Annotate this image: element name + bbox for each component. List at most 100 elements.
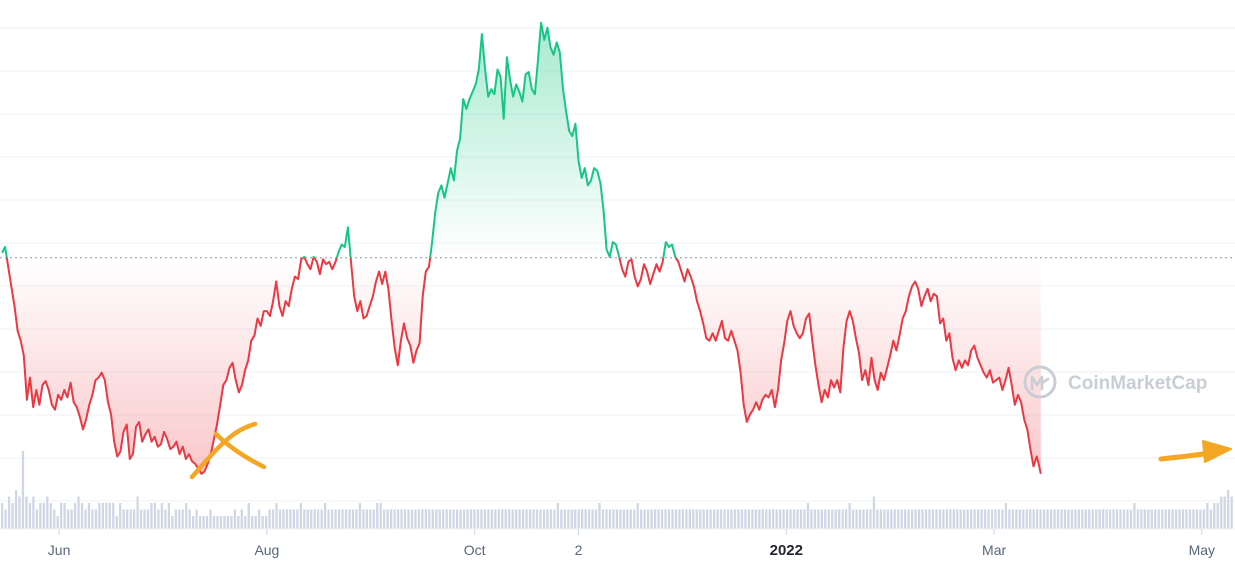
volume-bar	[758, 509, 761, 529]
volume-bar	[1147, 509, 1150, 529]
volume-bar	[39, 503, 42, 529]
volume-bar	[657, 509, 660, 529]
volume-bar	[928, 509, 931, 529]
volume-bar	[914, 509, 917, 529]
x-mark-icon	[189, 421, 258, 480]
volume-bar	[310, 509, 313, 529]
volume-bar	[56, 516, 59, 529]
volume-bar	[324, 503, 327, 529]
x-axis-tick-label: 2	[575, 542, 583, 558]
volume-bar	[1060, 509, 1063, 529]
volume-bar	[1126, 509, 1129, 529]
volume-bar	[195, 509, 198, 529]
x-axis-tick-label: Jun	[48, 542, 71, 558]
volume-bar	[945, 509, 948, 529]
volume-bar	[577, 509, 580, 529]
volume-bar	[25, 496, 28, 529]
volume-bar	[403, 509, 407, 529]
volume-bar	[563, 509, 566, 529]
volume-bar	[785, 509, 789, 529]
volume-bar	[306, 509, 309, 529]
volume-bar	[303, 509, 306, 529]
volume-bar	[983, 509, 987, 529]
volume-bar	[810, 509, 813, 529]
volume-bar	[18, 496, 21, 529]
volume-bar	[744, 509, 747, 529]
volume-bar	[1004, 503, 1008, 529]
volume-bar	[931, 509, 935, 529]
volume-bar	[143, 509, 146, 529]
volume-bar	[271, 509, 275, 529]
volume-bar	[80, 503, 84, 529]
volume-bar	[980, 509, 983, 529]
volume-bar	[160, 503, 164, 529]
volume-bar	[660, 509, 664, 529]
volume-bar	[1112, 509, 1115, 529]
volume-bar	[990, 509, 994, 529]
volume-bar	[542, 509, 546, 529]
volume-bar	[1025, 509, 1028, 529]
volume-bar	[53, 509, 56, 529]
volume-bar	[817, 509, 820, 529]
volume-bar	[706, 509, 709, 529]
volume-bar	[1063, 509, 1067, 529]
volume-bar	[956, 509, 959, 529]
volume-bar	[726, 509, 730, 529]
volume-bar	[240, 509, 243, 529]
volume-bar	[772, 509, 775, 529]
volume-bar	[431, 509, 434, 529]
volume-bar	[146, 509, 150, 529]
volume-bar	[664, 509, 667, 529]
volume-bar	[713, 509, 716, 529]
volume-bar	[171, 516, 174, 529]
volume-bar	[765, 509, 768, 529]
volume-bar	[258, 509, 261, 529]
volume-bar	[789, 509, 792, 529]
volume-bar	[494, 509, 497, 529]
volume-bar	[1188, 509, 1192, 529]
volume-bar	[157, 509, 160, 529]
volume-bar	[459, 509, 462, 529]
volume-bar	[46, 496, 49, 529]
volume-bar	[469, 509, 473, 529]
volume-bar	[449, 509, 452, 529]
volume-bar	[452, 509, 455, 529]
price-line-above-baseline	[1, 21, 677, 258]
volume-bar	[779, 509, 782, 529]
volume-bar	[629, 509, 632, 529]
volume-bar	[824, 509, 827, 529]
volume-bar	[845, 509, 848, 529]
volume-bar	[414, 509, 417, 529]
volume-bar	[1070, 509, 1074, 529]
volume-bar	[619, 509, 622, 529]
volume-bar	[237, 516, 240, 529]
volume-bar	[1105, 509, 1108, 529]
x-axis-tick-label: Oct	[464, 542, 486, 558]
volume-bar	[372, 509, 375, 529]
volume-bar	[1053, 509, 1056, 529]
volume-bar	[897, 509, 900, 529]
volume-bar	[1157, 509, 1160, 529]
volume-bar	[289, 509, 292, 529]
volume-bar	[1168, 509, 1171, 529]
volume-bar	[907, 509, 910, 529]
volume-bar	[688, 509, 691, 529]
volume-bar	[1022, 509, 1025, 529]
volume-bar	[247, 503, 250, 529]
volume-bar	[87, 503, 91, 529]
volume-bar	[813, 509, 817, 529]
volume-bar	[205, 516, 209, 529]
volume-bar	[1091, 509, 1094, 529]
volume-bar	[1161, 509, 1164, 529]
volume-bar	[1095, 509, 1098, 529]
volume-bar	[1150, 509, 1153, 529]
volume-bar	[1081, 509, 1084, 529]
volume-bar	[407, 509, 410, 529]
volume-bar	[84, 509, 87, 529]
volume-bar	[1018, 509, 1021, 529]
volume-bar	[747, 509, 751, 529]
volume-bar	[851, 509, 855, 529]
volume-bar	[473, 509, 476, 529]
volume-bar	[1084, 509, 1087, 529]
